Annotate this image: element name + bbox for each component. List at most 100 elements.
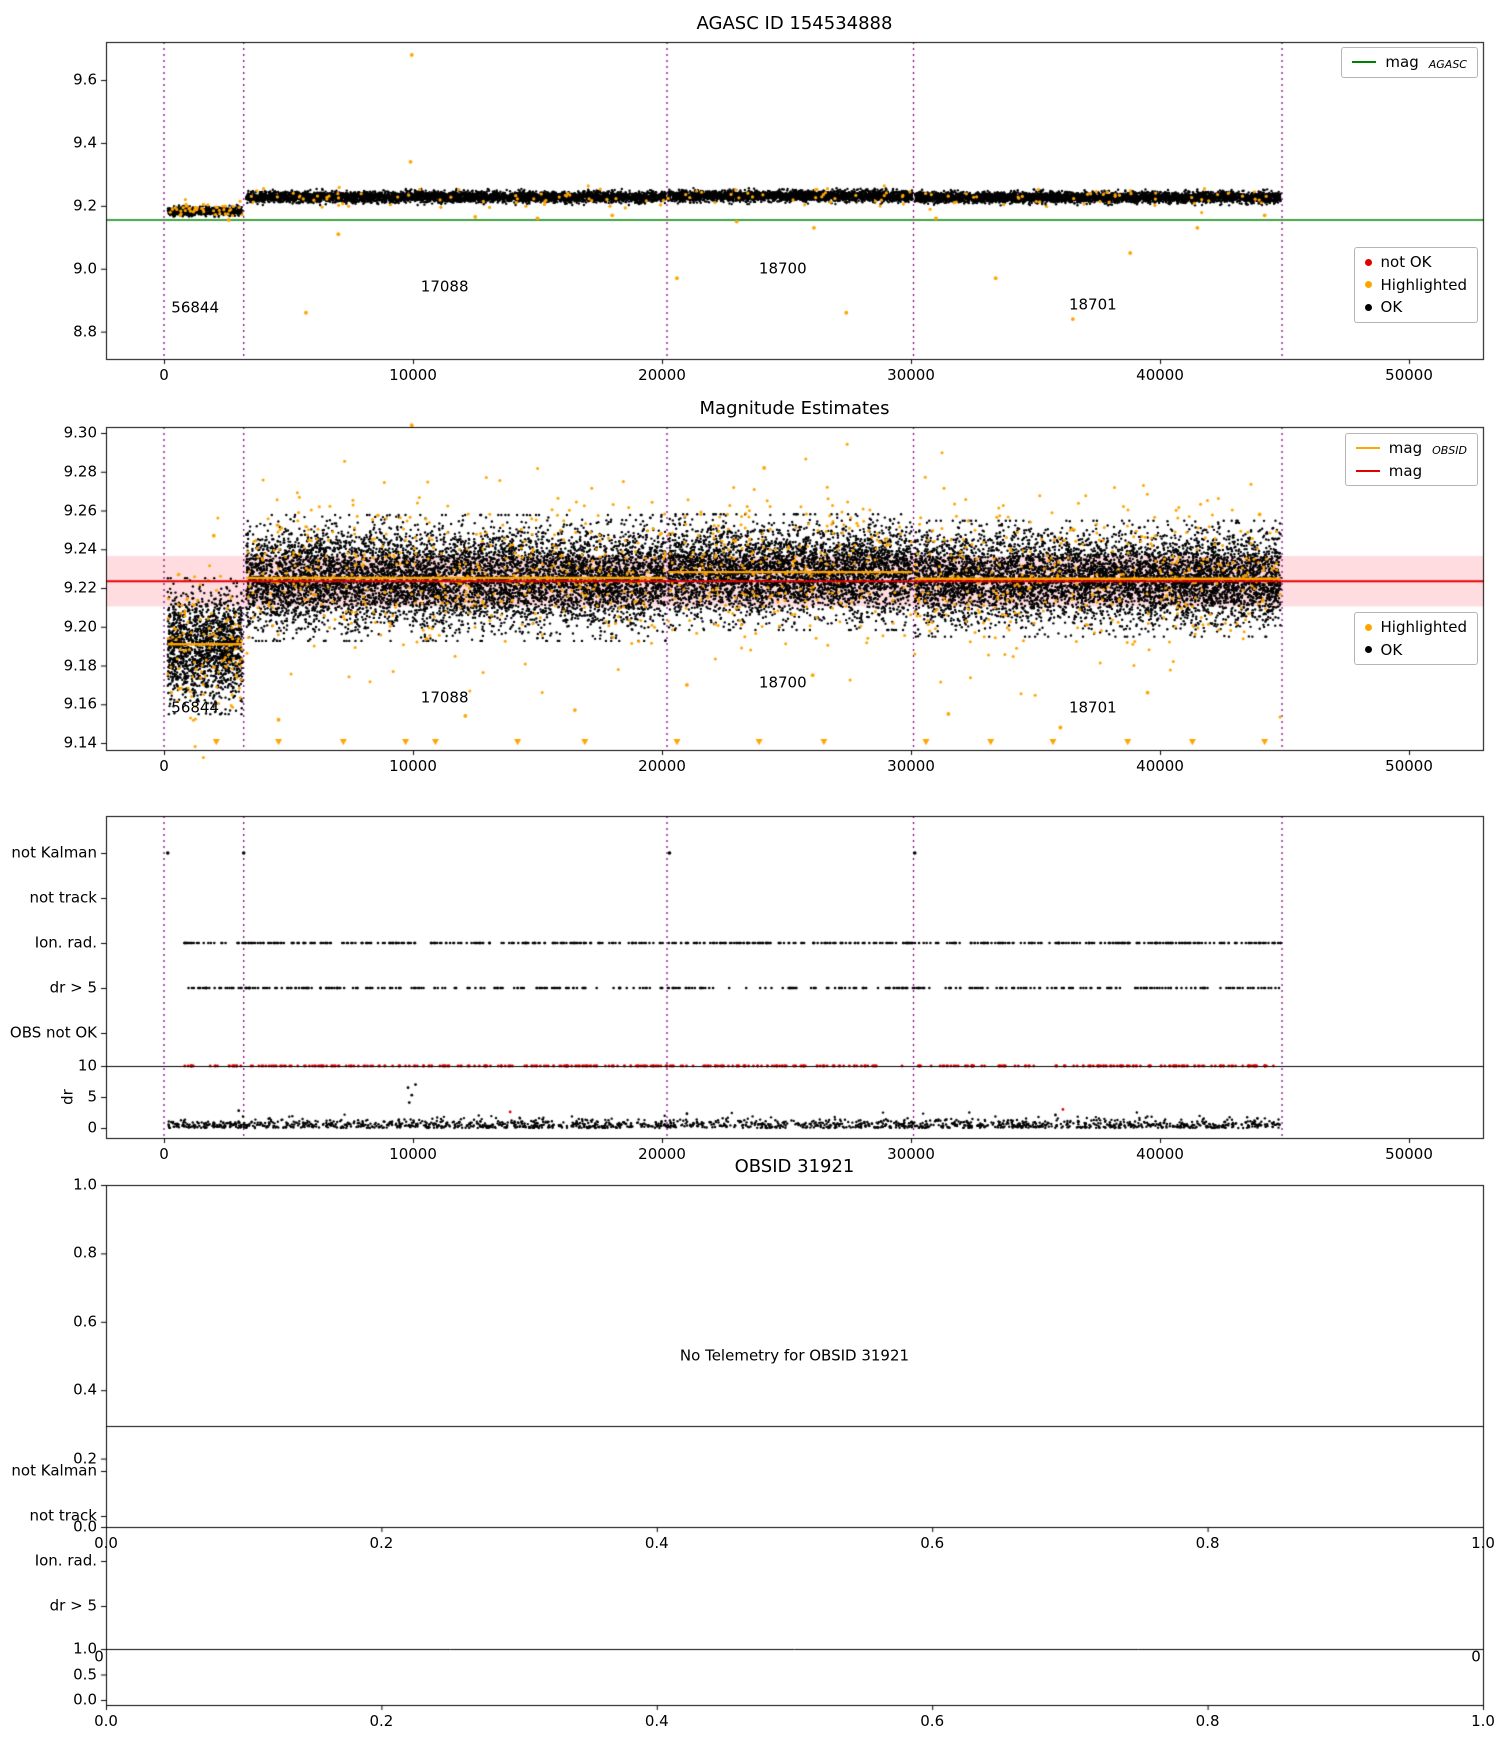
chart-title: Magnitude Estimates [699, 398, 890, 419]
legend-label: OK [1380, 298, 1403, 316]
legend-item: mag AGASC [1352, 54, 1467, 71]
annotation: 18701 [1068, 698, 1117, 717]
y-tick-label: 9.20 [63, 617, 97, 636]
no-telemetry-message: No Telemetry for OBSID 31921 [679, 1346, 910, 1365]
y-tick-label: 9.2 [73, 196, 97, 215]
annotation: 17088 [420, 277, 469, 296]
legend-item: OK [1364, 640, 1467, 659]
edge-zero-label: 0 [94, 1647, 104, 1666]
legend-item: not OK [1364, 253, 1467, 271]
y-tick-label: 1.0 [73, 1175, 97, 1194]
legend-label: not OK [1380, 253, 1432, 271]
x-tick-label: 30000 [887, 366, 935, 384]
x-tick-label: 50000 [1385, 366, 1433, 384]
edge-zero-label: 0 [1471, 1647, 1481, 1666]
legend: mag OBSID mag [1344, 433, 1478, 486]
annotation: 17088 [420, 688, 469, 707]
legend-item: Highlighted [1364, 275, 1467, 294]
y-tick-label: 9.4 [73, 133, 97, 152]
x-tick-label: 0 [159, 1145, 169, 1163]
x-tick-label: 1.0 [1471, 1712, 1495, 1730]
legend-item: mag [1355, 461, 1467, 480]
flag-row-label: OBS not OK [9, 1023, 97, 1042]
x-tick-label: 1.0 [1471, 1534, 1495, 1552]
y-tick-label: 9.30 [63, 423, 97, 442]
x-tick-label: 0.8 [1195, 1534, 1220, 1552]
x-tick-label: 30000 [887, 757, 935, 775]
x-tick-label: 0.4 [644, 1712, 669, 1730]
legend-sublabel: OBSID [1432, 444, 1467, 458]
y-tick-label: 0.0 [73, 1517, 97, 1536]
x-tick-label: 0.0 [94, 1712, 118, 1730]
legend: Highlighted OK [1353, 612, 1478, 665]
legend-line-sample [1355, 447, 1380, 450]
x-tick-label: 30000 [887, 1145, 935, 1163]
x-tick-label: 0.2 [369, 1712, 394, 1730]
flag-row-label: dr > 5 [49, 1596, 97, 1615]
x-tick-label: 0.8 [1195, 1712, 1220, 1730]
y-tick-label: 9.6 [73, 70, 97, 89]
legend-line-sample [1355, 469, 1380, 472]
legend-label: Highlighted [1380, 618, 1467, 636]
legend-item: mag OBSID [1355, 440, 1467, 458]
annotation: 56844 [171, 698, 219, 717]
y-tick-label: 9.24 [63, 539, 97, 558]
legend-marker-dot [1364, 258, 1372, 266]
legend-marker-dot [1364, 623, 1372, 631]
legend-label: OK [1380, 640, 1403, 659]
x-tick-label: 40000 [1136, 1145, 1184, 1163]
x-tick-label: 0.4 [644, 1534, 669, 1552]
chart-title: AGASC ID 154534888 [696, 13, 893, 34]
x-tick-label: 50000 [1385, 757, 1433, 775]
x-tick-label: 0.6 [920, 1534, 945, 1552]
x-tick-label: 20000 [638, 1145, 686, 1163]
legend: not OK Highlighted OK [1353, 247, 1478, 323]
dr-axis-label: dr [58, 1089, 77, 1105]
y-tick-label: 9.28 [63, 462, 97, 481]
y-tick-label: 9.16 [63, 694, 97, 713]
x-tick-label: 40000 [1136, 757, 1184, 775]
x-tick-label: 10000 [389, 757, 437, 775]
annotation: 18700 [758, 673, 807, 692]
dr-tick-label: 10 [77, 1056, 97, 1075]
dr-tick-label: 0.5 [73, 1665, 97, 1683]
flag-row-label: not Kalman [11, 1461, 97, 1480]
flag-row-label: not Kalman [11, 843, 97, 862]
legend-sublabel: AGASC [1428, 58, 1467, 72]
y-tick-label: 9.14 [63, 733, 97, 752]
y-tick-label: 0.6 [73, 1312, 97, 1331]
x-tick-label: 0.0 [94, 1534, 118, 1552]
x-tick-label: 0.2 [369, 1534, 394, 1552]
y-tick-label: 9.22 [63, 578, 97, 597]
annotation: 18700 [758, 259, 807, 278]
dr-tick-label: 1.0 [73, 1639, 97, 1658]
x-tick-label: 10000 [389, 366, 437, 384]
y-tick-label: 0.8 [73, 1243, 97, 1262]
legend-marker-dot [1364, 303, 1372, 311]
x-tick-label: 20000 [638, 757, 686, 775]
y-tick-label: 0.2 [73, 1449, 97, 1468]
annotation: 18701 [1068, 295, 1117, 314]
dr-tick-label: 5 [87, 1087, 97, 1106]
x-tick-label: 10000 [389, 1145, 437, 1163]
x-tick-label: 40000 [1136, 366, 1184, 384]
legend-marker-dot [1364, 281, 1372, 289]
x-tick-label: 50000 [1385, 1145, 1433, 1163]
flag-row-label: Ion. rad. [34, 1551, 97, 1570]
x-tick-label: 0 [159, 366, 169, 384]
legend-marker-dot [1364, 646, 1372, 654]
flag-row-label: not track [29, 888, 97, 907]
legend-label: mag [1388, 461, 1423, 480]
legend-label: mag [1385, 53, 1419, 71]
dr-tick-label: 0 [87, 1118, 97, 1137]
y-tick-label: 8.8 [73, 322, 97, 341]
chart-title: OBSID 31921 [734, 1156, 855, 1177]
x-tick-label: 0.6 [920, 1712, 945, 1730]
legend-label: Highlighted [1380, 275, 1467, 294]
y-tick-label: 9.0 [73, 259, 97, 278]
legend: mag AGASC [1341, 47, 1478, 78]
y-tick-label: 9.26 [63, 501, 97, 519]
